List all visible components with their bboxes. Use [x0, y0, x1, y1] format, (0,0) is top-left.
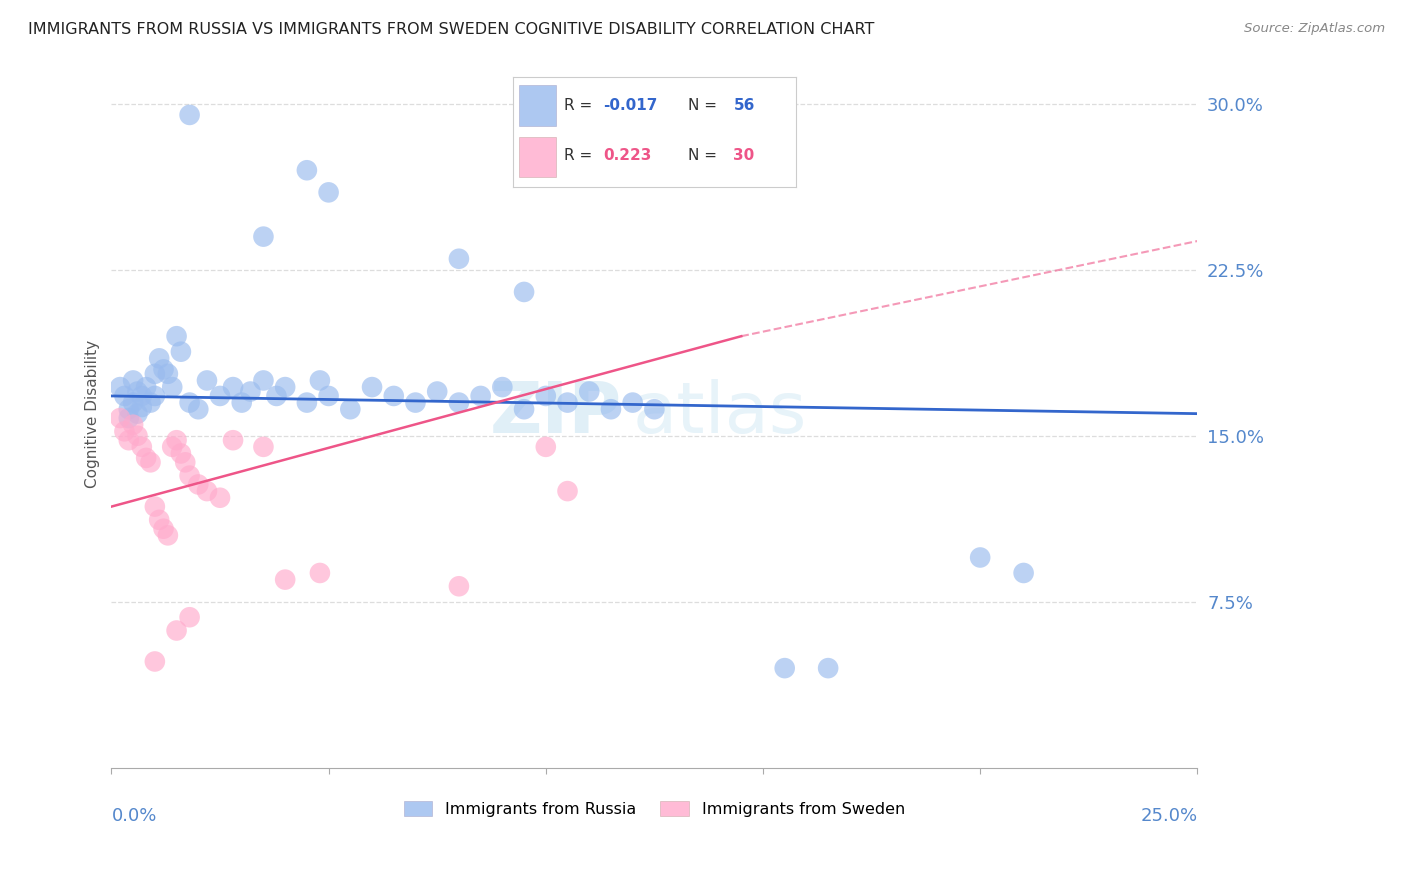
Point — [426, 384, 449, 399]
Point — [139, 395, 162, 409]
Point — [187, 477, 209, 491]
Text: IMMIGRANTS FROM RUSSIA VS IMMIGRANTS FROM SWEDEN COGNITIVE DISABILITY CORRELATIO: IMMIGRANTS FROM RUSSIA VS IMMIGRANTS FRO… — [28, 22, 875, 37]
Point — [339, 402, 361, 417]
Point — [127, 384, 149, 399]
Point — [131, 389, 153, 403]
Point — [179, 108, 201, 122]
Point — [382, 389, 405, 403]
Point — [166, 329, 188, 343]
Point — [318, 389, 340, 403]
Point — [118, 411, 141, 425]
Point — [252, 229, 274, 244]
Point — [470, 389, 492, 403]
Point — [491, 380, 513, 394]
Point — [208, 389, 231, 403]
Point — [208, 491, 231, 505]
Point — [148, 351, 170, 366]
Point — [156, 367, 179, 381]
Point — [118, 434, 141, 448]
Point — [160, 440, 183, 454]
Point — [643, 402, 665, 417]
Point — [108, 380, 131, 394]
Point — [239, 384, 262, 399]
Text: 25.0%: 25.0% — [1140, 806, 1198, 824]
Point — [187, 402, 209, 417]
Point — [179, 610, 201, 624]
Point — [274, 573, 297, 587]
Point — [127, 429, 149, 443]
Point — [195, 484, 218, 499]
Point — [447, 252, 470, 266]
Text: 0.0%: 0.0% — [111, 806, 157, 824]
Point — [405, 395, 427, 409]
Point — [143, 367, 166, 381]
Point — [534, 389, 557, 403]
Point — [195, 374, 218, 388]
Point — [231, 395, 253, 409]
Legend: Immigrants from Russia, Immigrants from Sweden: Immigrants from Russia, Immigrants from … — [398, 795, 911, 823]
Point — [222, 434, 245, 448]
Point — [447, 579, 470, 593]
Point — [156, 528, 179, 542]
Point — [266, 389, 288, 403]
Point — [513, 285, 536, 299]
Point — [160, 380, 183, 394]
Point — [295, 163, 318, 178]
Point — [1012, 566, 1035, 580]
Point — [131, 400, 153, 414]
Point — [135, 380, 157, 394]
Point — [578, 384, 600, 399]
Point — [118, 402, 141, 417]
Point — [318, 186, 340, 200]
Point — [143, 500, 166, 514]
Point — [534, 440, 557, 454]
Point — [274, 380, 297, 394]
Point — [143, 389, 166, 403]
Point — [114, 425, 136, 439]
Point — [122, 374, 145, 388]
Point — [773, 661, 796, 675]
Point — [447, 395, 470, 409]
Point — [309, 566, 332, 580]
Point — [166, 624, 188, 638]
Point — [361, 380, 384, 394]
Point — [969, 550, 991, 565]
Point — [122, 395, 145, 409]
Point — [131, 440, 153, 454]
Point — [557, 395, 579, 409]
Point — [817, 661, 839, 675]
Point — [127, 407, 149, 421]
Y-axis label: Cognitive Disability: Cognitive Disability — [86, 340, 100, 488]
Point — [252, 374, 274, 388]
Point — [252, 440, 274, 454]
Point — [295, 395, 318, 409]
Point — [108, 411, 131, 425]
Point — [122, 417, 145, 432]
Point — [166, 434, 188, 448]
Point — [174, 455, 197, 469]
Point — [513, 402, 536, 417]
Point — [143, 655, 166, 669]
Point — [179, 395, 201, 409]
Text: ZIP: ZIP — [489, 379, 621, 448]
Text: Source: ZipAtlas.com: Source: ZipAtlas.com — [1244, 22, 1385, 36]
Point — [148, 513, 170, 527]
Point — [179, 468, 201, 483]
Point — [309, 374, 332, 388]
Point — [114, 389, 136, 403]
Point — [170, 344, 193, 359]
Point — [600, 402, 623, 417]
Point — [135, 450, 157, 465]
Point — [621, 395, 644, 409]
Point — [170, 446, 193, 460]
Point — [139, 455, 162, 469]
Point — [152, 362, 174, 376]
Point — [152, 522, 174, 536]
Text: atlas: atlas — [633, 379, 807, 448]
Point — [222, 380, 245, 394]
Point — [557, 484, 579, 499]
